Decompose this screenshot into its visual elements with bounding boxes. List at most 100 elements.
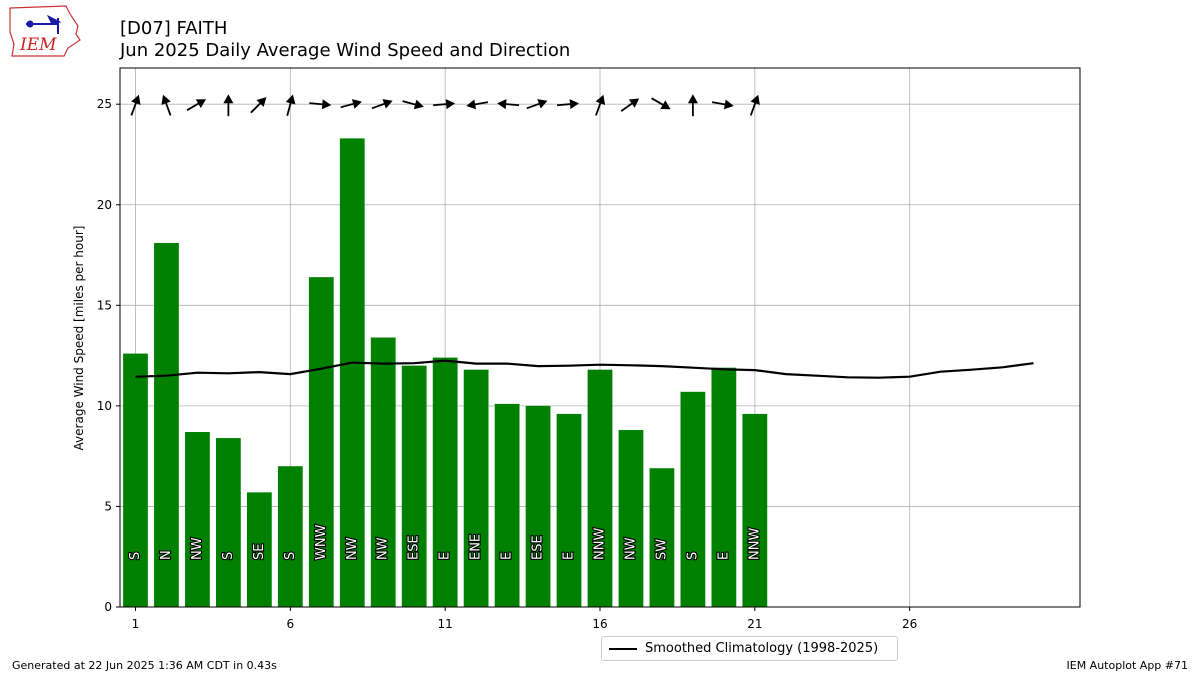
x-tick-label: 1 <box>132 617 140 631</box>
wind-arrow-shaft <box>371 102 387 110</box>
chart-title-line1: [D07] FAITH <box>120 18 228 39</box>
wind-arrow-icon <box>161 94 172 116</box>
wind-arrow-icon <box>433 99 456 110</box>
footer-generated-text: Generated at 22 Jun 2025 1:36 AM CDT in … <box>12 659 277 672</box>
bar <box>401 365 427 607</box>
climatology-line <box>135 359 1034 379</box>
bar <box>154 242 179 607</box>
wind-arrow-head <box>256 97 267 108</box>
wind-arrow-head <box>321 99 332 110</box>
bar <box>432 357 458 607</box>
wind-arrow-head <box>497 99 507 110</box>
wind-arrow-head <box>660 100 671 110</box>
wind-arrow-icon <box>285 94 296 117</box>
wind-arrow-icon <box>223 94 234 117</box>
wind-arrow-shaft <box>130 101 138 116</box>
bar <box>711 367 737 607</box>
wind-arrow-shaft <box>250 101 263 114</box>
wind-arrow-icon <box>749 94 760 116</box>
direction-label: NNW <box>593 528 608 560</box>
direction-label: S <box>283 552 298 560</box>
wind-arrow-head <box>723 99 734 110</box>
bar <box>556 413 582 607</box>
wind-arrow-shaft <box>556 103 573 107</box>
bar <box>308 277 334 607</box>
direction-label: S <box>685 552 700 560</box>
wind-arrows <box>130 94 760 117</box>
legend-line-swatch <box>609 648 637 650</box>
direction-labels: S N NW S SE S WNW NW NW ESE E ENE E ESE E NNW NW SW S E NNW <box>127 523 764 561</box>
wind-arrow-head <box>537 99 548 109</box>
chart-title-line2: Jun 2025 Daily Average Wind Speed and Di… <box>120 40 571 61</box>
direction-label: NNW <box>747 528 762 560</box>
legend: Smoothed Climatology (1998-2025) <box>601 636 898 661</box>
legend-label: Smoothed Climatology (1998-2025) <box>645 641 879 656</box>
wind-arrow-icon <box>497 99 520 110</box>
weather-station-icon <box>26 14 62 34</box>
wind-arrow-shaft <box>186 101 201 111</box>
wind-arrow-head <box>351 99 362 109</box>
direction-label: NW <box>345 537 360 560</box>
wind-arrow-shaft <box>433 103 449 107</box>
wind-arrow-shaft <box>711 101 727 106</box>
wind-arrow-icon <box>651 97 671 110</box>
direction-label: NW <box>190 537 205 560</box>
wind-arrow-shaft <box>595 101 602 116</box>
direction-label: E <box>716 552 731 560</box>
bar <box>277 466 303 607</box>
plot-frame <box>119 67 1081 608</box>
wind-arrow-shaft <box>402 100 418 106</box>
wind-arrow-icon <box>186 99 207 111</box>
wind-arrow-head <box>285 94 296 105</box>
bar <box>680 391 706 607</box>
x-tick-label: 6 <box>287 617 295 631</box>
footer-app-text: IEM Autoplot App #71 <box>1066 659 1189 672</box>
x-tick-label: 16 <box>592 617 607 631</box>
wind-arrow-icon <box>687 94 698 117</box>
bar <box>649 468 675 607</box>
wind-arrow-head <box>466 99 477 110</box>
wind-arrow-icon <box>620 98 640 112</box>
logo-text: IEM <box>19 35 57 55</box>
wind-arrow-icon <box>526 99 548 110</box>
direction-label: WNW <box>314 524 329 560</box>
bar <box>525 405 551 607</box>
wind-arrow-icon <box>466 99 489 110</box>
wind-arrow-head <box>413 99 424 110</box>
y-tick-label: 20 <box>97 198 112 212</box>
wind-arrow-head <box>569 99 579 110</box>
wind-arrow-head <box>628 98 640 108</box>
bar <box>216 438 241 607</box>
iem-logo: IEM <box>9 5 81 57</box>
wind-arrow-icon <box>556 99 579 110</box>
bar <box>587 369 613 607</box>
wind-arrow-shaft <box>504 103 520 107</box>
wind-arrow-head <box>161 94 171 105</box>
wind-arrow-head <box>223 94 234 104</box>
wind-arrow-icon <box>371 99 393 110</box>
bar <box>339 138 365 607</box>
direction-label: SE <box>252 544 267 560</box>
direction-label: E <box>500 552 515 560</box>
y-tick-label: 15 <box>97 298 112 312</box>
wind-arrow-shaft <box>473 101 489 106</box>
wind-arrow-head <box>595 94 606 105</box>
wind-arrow-icon <box>250 97 267 114</box>
direction-label: SW <box>654 539 669 560</box>
wind-arrow-head <box>131 94 141 105</box>
direction-label: N <box>159 550 174 560</box>
bar <box>185 432 210 607</box>
x-tick-label: 11 <box>438 617 453 631</box>
wind-arrow-shaft <box>526 102 542 110</box>
wind-arrow-icon <box>340 99 362 109</box>
x-tick-label: 21 <box>747 617 762 631</box>
wind-arrow-shaft <box>749 101 757 116</box>
direction-label: ENE <box>469 534 484 560</box>
wind-arrow-head <box>750 94 760 105</box>
x-tick-label: 26 <box>902 617 917 631</box>
direction-label: ESE <box>407 535 422 560</box>
direction-label: S <box>128 552 143 560</box>
wind-arrow-icon <box>309 99 332 110</box>
wind-arrow-shaft <box>164 101 172 116</box>
